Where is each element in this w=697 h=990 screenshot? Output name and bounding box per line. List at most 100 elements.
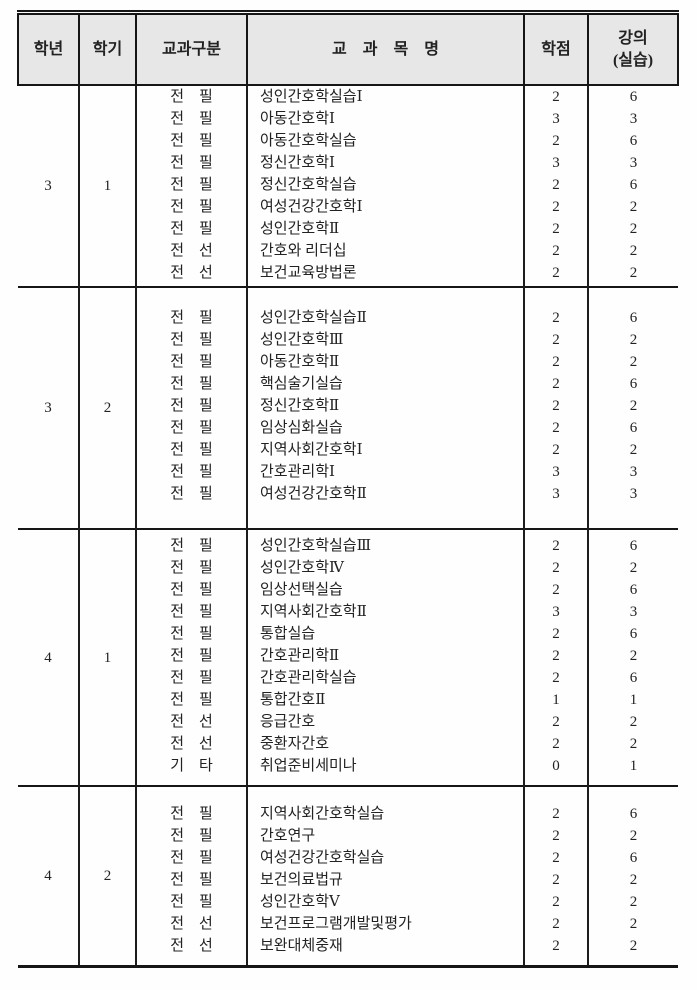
category-cell: 전 필 <box>135 287 247 329</box>
hours-cell: 6 <box>587 130 678 152</box>
hours-cell: 2 <box>587 351 678 373</box>
credits-cell: 2 <box>523 196 588 218</box>
course-row: 전 필 지역사회간호학Ⅰ 2 2 <box>18 439 678 461</box>
category-cell: 전 필 <box>135 152 247 174</box>
course-name-cell: 임상선택실습 <box>246 579 524 601</box>
course-row: 전 선 응급간호 2 2 <box>18 711 678 733</box>
category-cell: 전 필 <box>135 351 247 373</box>
category-cell: 전 필 <box>135 601 247 623</box>
credits-cell: 2 <box>523 373 588 395</box>
credits-cell: 2 <box>523 645 588 667</box>
hours-cell: 6 <box>587 623 678 645</box>
course-name-cell: 지역사회간호학실습 <box>246 786 524 825</box>
hours-cell: 2 <box>587 218 678 240</box>
hours-cell: 3 <box>587 152 678 174</box>
category-cell: 전 필 <box>135 847 247 869</box>
course-row: 전 필 여성건강간호학Ⅱ 3 3 <box>18 483 678 529</box>
credits-cell: 2 <box>523 174 588 196</box>
category-cell: 전 필 <box>135 373 247 395</box>
course-name-cell: 취업준비세미나 <box>246 755 524 786</box>
table-header-row: 학년 학기 교과구분 교 과 목 명 학점 강의 (실습) <box>17 10 679 86</box>
course-name-cell: 핵심술기실습 <box>246 373 524 395</box>
semester-cell: 1 <box>78 529 136 786</box>
year-cell: 3 <box>44 178 52 194</box>
course-row: 전 선 보완대체중재 2 2 <box>18 935 678 967</box>
category-cell: 전 필 <box>135 218 247 240</box>
course-name-cell: 아동간호학실습 <box>246 130 524 152</box>
credits-cell: 2 <box>523 786 588 825</box>
course-row: 전 필 임상심화실습 2 6 <box>18 417 678 439</box>
hours-cell: 2 <box>587 645 678 667</box>
credits-cell: 2 <box>523 287 588 329</box>
category-cell: 전 필 <box>135 85 247 108</box>
credits-cell: 2 <box>523 891 588 913</box>
credits-cell: 2 <box>523 825 588 847</box>
category-cell: 전 선 <box>135 262 247 287</box>
credits-cell: 2 <box>523 623 588 645</box>
credits-cell: 2 <box>523 85 588 108</box>
category-cell: 기 타 <box>135 755 247 786</box>
course-row: 전 필 아동간호학Ⅱ 2 2 <box>18 351 678 373</box>
course-name-cell: 보완대체중재 <box>246 935 524 967</box>
course-name-cell: 지역사회간호학Ⅰ <box>246 439 524 461</box>
credits-cell: 2 <box>523 417 588 439</box>
category-cell: 전 선 <box>135 935 247 967</box>
hours-cell: 2 <box>587 240 678 262</box>
semester-cell: 1 <box>78 85 136 287</box>
hours-cell: 2 <box>587 913 678 935</box>
hours-cell: 3 <box>587 483 678 529</box>
hours-cell: 6 <box>587 417 678 439</box>
hours-cell: 3 <box>587 108 678 130</box>
credits-cell: 2 <box>523 935 588 967</box>
category-cell: 전 필 <box>135 329 247 351</box>
credits-cell: 3 <box>523 152 588 174</box>
category-cell: 전 필 <box>135 529 247 557</box>
course-name-cell: 통합간호Ⅱ <box>246 689 524 711</box>
category-cell: 전 필 <box>135 417 247 439</box>
header-lecture-practice: 강의 (실습) <box>587 10 679 86</box>
course-row: 전 필 아동간호학실습 2 6 <box>18 130 678 152</box>
course-name-cell: 여성건강간호학Ⅱ <box>246 483 524 529</box>
course-row: 전 필 지역사회간호학Ⅱ 3 3 <box>18 601 678 623</box>
category-cell: 전 필 <box>135 786 247 825</box>
header-category: 교과구분 <box>135 10 247 86</box>
course-name-cell: 성인간호학Ⅲ <box>246 329 524 351</box>
credits-cell: 3 <box>523 601 588 623</box>
credits-cell: 2 <box>523 557 588 579</box>
course-name-cell: 정신간호학실습 <box>246 174 524 196</box>
course-name-cell: 아동간호학Ⅰ <box>246 108 524 130</box>
credits-cell: 2 <box>523 579 588 601</box>
course-name-cell: 여성건강간호학Ⅰ <box>246 196 524 218</box>
course-name-cell: 간호연구 <box>246 825 524 847</box>
course-row: 전 필 성인간호학Ⅲ 2 2 <box>18 329 678 351</box>
category-cell: 전 선 <box>135 711 247 733</box>
credits-cell: 2 <box>523 913 588 935</box>
year-cell: 4 <box>44 868 52 884</box>
credits-cell: 2 <box>523 329 588 351</box>
course-row: 전 필 간호관리학Ⅰ 3 3 <box>18 461 678 483</box>
header-credits: 학점 <box>523 10 588 86</box>
category-cell: 전 필 <box>135 483 247 529</box>
course-row: 전 필 여성건강간호학실습 2 6 <box>18 847 678 869</box>
credits-cell: 2 <box>523 847 588 869</box>
hours-cell: 6 <box>587 579 678 601</box>
category-cell: 전 필 <box>135 667 247 689</box>
category-cell: 전 필 <box>135 891 247 913</box>
credits-cell: 2 <box>523 130 588 152</box>
course-name-cell: 간호관리학실습 <box>246 667 524 689</box>
hours-cell: 2 <box>587 557 678 579</box>
course-name-cell: 지역사회간호학Ⅱ <box>246 601 524 623</box>
credits-cell: 2 <box>523 529 588 557</box>
course-row: 전 필 아동간호학Ⅰ 3 3 <box>18 108 678 130</box>
course-name-cell: 보건의료법규 <box>246 869 524 891</box>
course-row: 전 필 정신간호학Ⅰ 3 3 <box>18 152 678 174</box>
course-row: 전 필 정신간호학실습 2 6 <box>18 174 678 196</box>
header-lecture-line2: (실습) <box>612 51 654 69</box>
hours-cell: 2 <box>587 825 678 847</box>
category-cell: 전 필 <box>135 196 247 218</box>
category-cell: 전 필 <box>135 461 247 483</box>
credits-cell: 2 <box>523 733 588 755</box>
